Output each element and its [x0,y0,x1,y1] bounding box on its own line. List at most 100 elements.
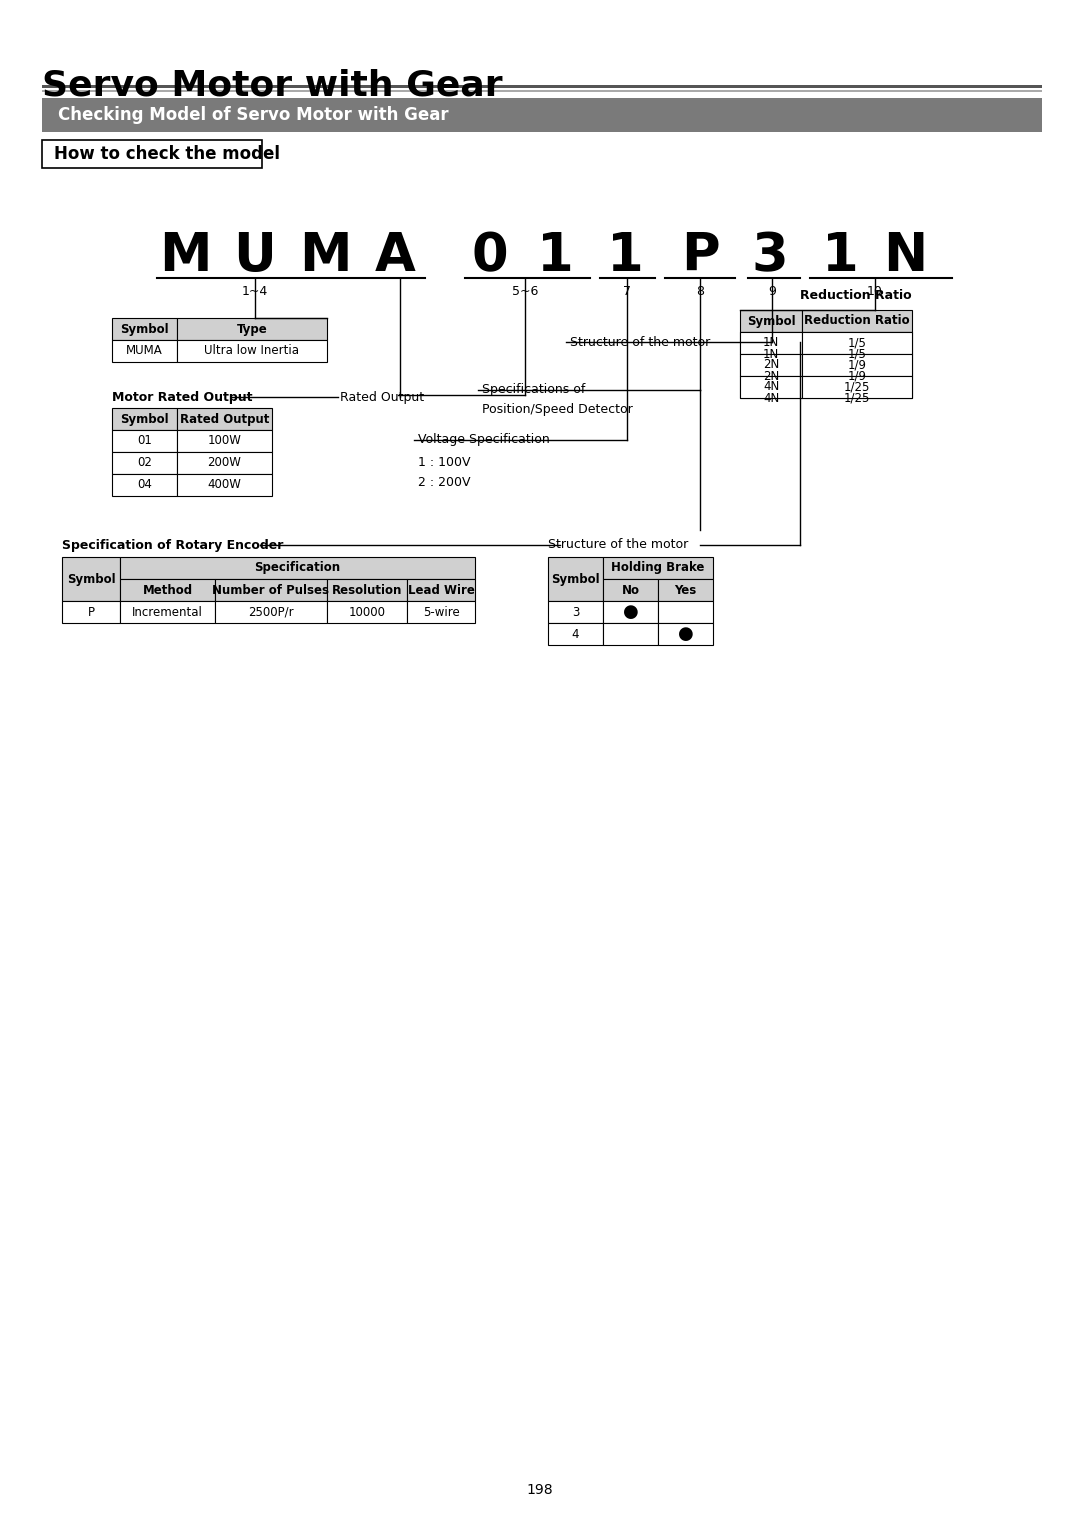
Text: Reduction Ratio: Reduction Ratio [805,315,909,327]
Bar [177,318,327,341]
Text: Incremental: Incremental [132,605,203,619]
Text: 200W: 200W [207,457,242,469]
Text: 1/25: 1/25 [843,380,870,394]
Text: 10: 10 [867,286,883,298]
Bar [740,310,802,332]
Bar [740,376,802,397]
Text: 1: 1 [537,231,573,283]
Bar [658,579,713,601]
Text: How to check the model: How to check the model [54,145,280,163]
Bar [327,601,407,623]
Text: ●: ● [677,625,693,643]
Text: Number of Pulses: Number of Pulses [213,584,329,596]
Bar [177,429,272,452]
Text: Symbol: Symbol [120,413,168,425]
Bar [215,579,327,601]
Text: P: P [87,605,95,619]
Text: Symbol: Symbol [551,573,599,585]
Text: 7: 7 [623,286,631,298]
Text: 2N: 2N [762,370,779,382]
Text: Structure of the motor: Structure of the motor [570,336,711,348]
Text: 3: 3 [752,231,788,283]
Bar [802,332,912,354]
Bar [112,318,177,341]
Text: 2N: 2N [762,359,779,371]
Text: M: M [159,231,212,283]
Bar [177,408,272,429]
Bar [42,98,1042,131]
Bar [112,429,177,452]
Bar [177,341,327,362]
Text: Voltage Specification: Voltage Specification [418,434,550,446]
Text: 1~4: 1~4 [242,286,268,298]
Text: Symbol: Symbol [746,315,795,327]
Bar [603,579,658,601]
Text: Servo Motor with Gear: Servo Motor with Gear [42,69,502,102]
Text: 1: 1 [822,231,859,283]
Bar [120,558,475,579]
Bar [177,474,272,497]
Text: 04: 04 [137,478,152,492]
Text: Resolution: Resolution [332,584,402,596]
Bar [740,332,802,354]
Text: 2500P/r: 2500P/r [248,605,294,619]
Text: Symbol: Symbol [67,573,116,585]
Bar [177,452,272,474]
Text: Position/Speed Detector: Position/Speed Detector [482,403,633,417]
Text: 1/5: 1/5 [848,336,866,350]
Text: 4: 4 [571,628,579,640]
Text: Reduction Ratio: Reduction Ratio [800,289,912,303]
Text: 100W: 100W [207,434,242,448]
Bar [802,354,912,376]
Bar [740,376,802,397]
Bar [112,474,177,497]
Text: 198: 198 [527,1484,553,1497]
Text: 1: 1 [607,231,644,283]
Text: Specification: Specification [255,561,340,575]
Bar [215,601,327,623]
Text: 01: 01 [137,434,152,448]
Text: U: U [233,231,276,283]
Text: 2 : 200V: 2 : 200V [418,475,471,489]
Bar [327,579,407,601]
Text: 1 : 100V: 1 : 100V [418,455,471,469]
Text: Structure of the motor: Structure of the motor [548,538,688,552]
Text: Yes: Yes [674,584,697,596]
Text: N: N [882,231,927,283]
Bar [740,354,802,376]
Text: No: No [621,584,639,596]
Bar [42,86,1042,89]
Text: 8: 8 [696,286,704,298]
Text: 9: 9 [768,286,775,298]
Bar [548,623,603,645]
Text: 10000: 10000 [349,605,386,619]
Text: Method: Method [143,584,192,596]
Bar [740,332,802,354]
Text: Type: Type [237,322,268,336]
Text: MUMA: MUMA [126,344,163,358]
Text: Specification of Rotary Encoder: Specification of Rotary Encoder [62,538,283,552]
Text: ●: ● [623,604,638,620]
Text: Checking Model of Servo Motor with Gear: Checking Model of Servo Motor with Gear [58,105,448,124]
Text: A: A [375,231,416,283]
Bar [407,601,475,623]
Bar [62,558,120,601]
Text: Rated Output: Rated Output [340,391,424,403]
Bar [802,376,912,397]
Bar [112,341,177,362]
Text: Motor Rated Output: Motor Rated Output [112,391,253,403]
Text: Specifications of: Specifications of [482,384,585,396]
Bar [407,579,475,601]
Text: 1/25: 1/25 [843,391,870,405]
Bar [802,376,912,397]
Bar [112,408,177,429]
Text: 400W: 400W [207,478,242,492]
Bar [740,354,802,376]
Bar [802,354,912,376]
Bar [603,558,713,579]
Text: 1N: 1N [762,336,779,350]
Bar [802,332,912,354]
Bar [548,601,603,623]
Bar [658,623,713,645]
Bar [120,601,215,623]
